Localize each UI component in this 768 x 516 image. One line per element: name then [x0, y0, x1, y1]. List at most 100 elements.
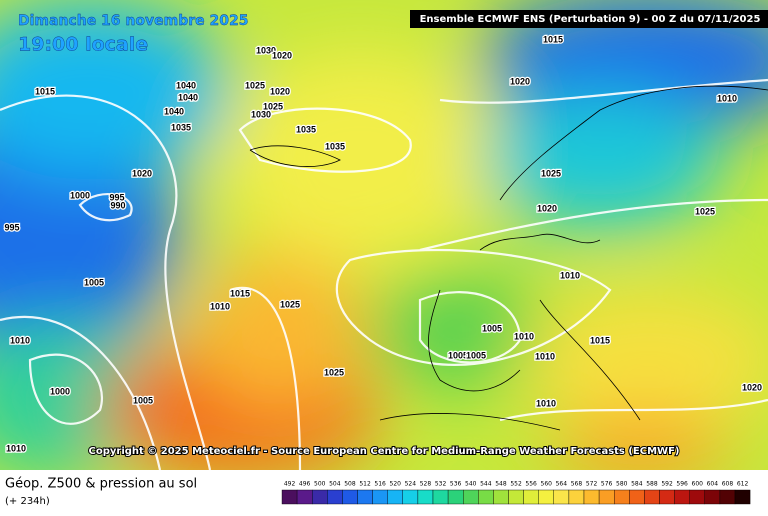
footer-lead: (+ 234h)	[5, 496, 50, 507]
isobar-label: 995	[109, 192, 124, 202]
legend-label: 576	[601, 481, 613, 488]
legend-label: 556	[525, 481, 537, 488]
isobar-label: 1020	[272, 50, 292, 60]
isobar-label: 1005	[466, 350, 486, 360]
isobar-label: 1010	[535, 351, 555, 361]
legend-label: 588	[646, 481, 658, 488]
legend-swatch	[583, 489, 600, 505]
copyright: Copyright © 2025 Meteociel.fr - Source E…	[89, 446, 680, 457]
forecast-date: Dimanche 16 novembre 2025	[18, 13, 248, 29]
isobar-label: 1010	[10, 335, 30, 345]
isobar-label: 1020	[510, 76, 530, 86]
isobar-label: 1015	[543, 34, 563, 44]
legend-label: 496	[299, 481, 311, 488]
isobar-label: 1040	[164, 106, 184, 116]
legend-swatch	[704, 489, 721, 505]
legend-swatch	[689, 489, 706, 505]
legend-label: 548	[495, 481, 507, 488]
model-banner	[410, 10, 768, 28]
legend-swatch	[629, 489, 645, 505]
isobar-label: 1005	[482, 323, 502, 333]
legend-label: 520	[390, 481, 402, 488]
isobar-label: 1015	[35, 86, 55, 96]
legend-swatch	[598, 489, 615, 505]
isobar-label: 1025	[245, 80, 265, 90]
legend-label: 532	[435, 481, 447, 488]
legend-label: 512	[359, 481, 371, 488]
legend-label: 544	[480, 481, 492, 488]
legend-swatch	[568, 489, 585, 505]
legend-label: 608	[722, 481, 734, 488]
isobar-label: 1035	[325, 141, 345, 151]
isobar-label: 1010	[514, 331, 534, 341]
legend-swatch	[402, 489, 419, 505]
legend-swatch	[523, 489, 539, 505]
legend-label: 560	[541, 481, 553, 488]
isobar-label: 1015	[590, 335, 610, 345]
isobar-label: 1000	[50, 386, 70, 396]
footer-title: Géop. Z500 & pression au sol	[5, 477, 197, 492]
legend-label: 572	[586, 481, 598, 488]
legend-label: 600	[692, 481, 704, 488]
model-info: Ensemble ECMWF ENS (Perturbation 9) - 00…	[420, 14, 761, 25]
isobar-label: 1025	[280, 299, 300, 309]
isobar-label: 1030	[251, 109, 271, 119]
isobar-label: 995	[4, 222, 19, 232]
legend-label: 492	[284, 481, 296, 488]
legend-swatch	[508, 489, 524, 505]
legend-swatch	[674, 489, 690, 505]
legend-label: 584	[631, 481, 643, 488]
isobar-label: 1040	[178, 92, 198, 102]
legend-label: 552	[510, 481, 522, 488]
legend-swatch	[281, 489, 298, 505]
legend-label: 504	[329, 481, 341, 488]
legend-swatch	[734, 489, 751, 505]
isobar-label: 1025	[324, 367, 344, 377]
legend-label: 508	[344, 481, 356, 488]
legend-label: 540	[465, 481, 477, 488]
legend-swatch	[432, 489, 449, 505]
isobar-label: 1020	[270, 86, 290, 96]
isobar-label: 1000	[70, 190, 90, 200]
legend-label: 568	[571, 481, 583, 488]
isobar-label: 1005	[133, 395, 153, 405]
isobar-label: 1020	[537, 203, 557, 213]
legend-swatch	[387, 489, 404, 505]
isobar-label: 1010	[6, 443, 26, 453]
legend-swatch	[719, 489, 736, 505]
legend-label: 592	[661, 481, 673, 488]
isobar-label: 1025	[695, 206, 715, 216]
forecast-time: 19:00 locale	[18, 34, 148, 56]
map-field	[0, 0, 768, 480]
legend-swatch	[342, 489, 358, 505]
legend-label: 516	[374, 481, 386, 488]
legend: 492 496 500 504 508 512 516 520 524 528 532 536 540 5…	[281, 481, 751, 505]
legend-swatch	[463, 489, 479, 505]
isobar-label: 1020	[132, 168, 152, 178]
legend-swatch	[357, 489, 373, 505]
legend-label: 536	[450, 481, 462, 488]
legend-swatch	[312, 489, 328, 505]
isobar-label: 1010	[560, 270, 580, 280]
isobar-label: 1015	[230, 288, 250, 298]
legend-swatch	[447, 489, 464, 505]
isobar-label: 1030	[256, 45, 276, 55]
legend-swatch	[478, 489, 494, 505]
legend-label: 524	[405, 481, 417, 488]
legend-label: 528	[420, 481, 432, 488]
isobar-label: 1010	[536, 398, 556, 408]
legend-label: 564	[556, 481, 568, 488]
legend-swatch	[553, 489, 570, 505]
legend-swatch	[417, 489, 434, 505]
isobar-labels: 1015104010401040103510301020102510201025…	[3, 33, 763, 455]
isobar-label: 1025	[541, 168, 561, 178]
isobar-label: 1005	[448, 350, 468, 360]
legend-label: 580	[616, 481, 628, 488]
isobar-label: 1020	[742, 382, 762, 392]
isobar-label: 1010	[717, 93, 737, 103]
legend-swatch	[659, 489, 675, 505]
legend-label: 612	[737, 481, 749, 488]
legend-swatch	[538, 489, 555, 505]
isobar-label: 1035	[171, 122, 191, 132]
